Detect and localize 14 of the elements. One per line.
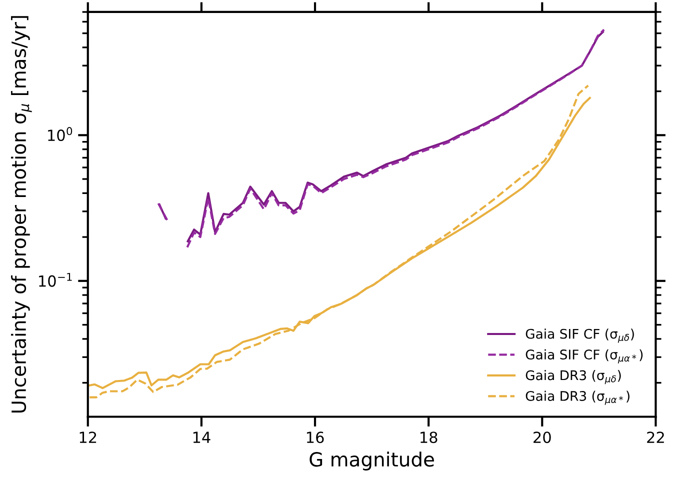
y-tick-label: 10$^{−1}$ [39, 272, 72, 287]
legend-label: Gaia SIF CF (σ$_{μδ}$) [526, 328, 634, 343]
x-tick-label: 22 [647, 432, 664, 443]
legend-label: Gaia DR3 (σ$_{μδ}$) [526, 370, 621, 384]
x-tick-label: 12 [80, 432, 96, 443]
y-axis-title: Uncertainty of proper motion σ$_{μ}$ [mas/yr] [11, 16, 32, 413]
legend-label: Gaia SIF CF (σ$_{μα*}$) [526, 349, 643, 364]
legend-label: Gaia DR3 (σ$_{μα*}$) [526, 390, 630, 405]
y-tick-label: 10$^{0}$ [48, 127, 72, 142]
x-axis-title: G magnitude [310, 452, 434, 470]
x-tick-label: 16 [306, 432, 324, 444]
x-tick-label: 14 [193, 432, 210, 443]
x-tick-label: 20 [534, 432, 551, 444]
x-tick-label: 18 [420, 432, 438, 444]
